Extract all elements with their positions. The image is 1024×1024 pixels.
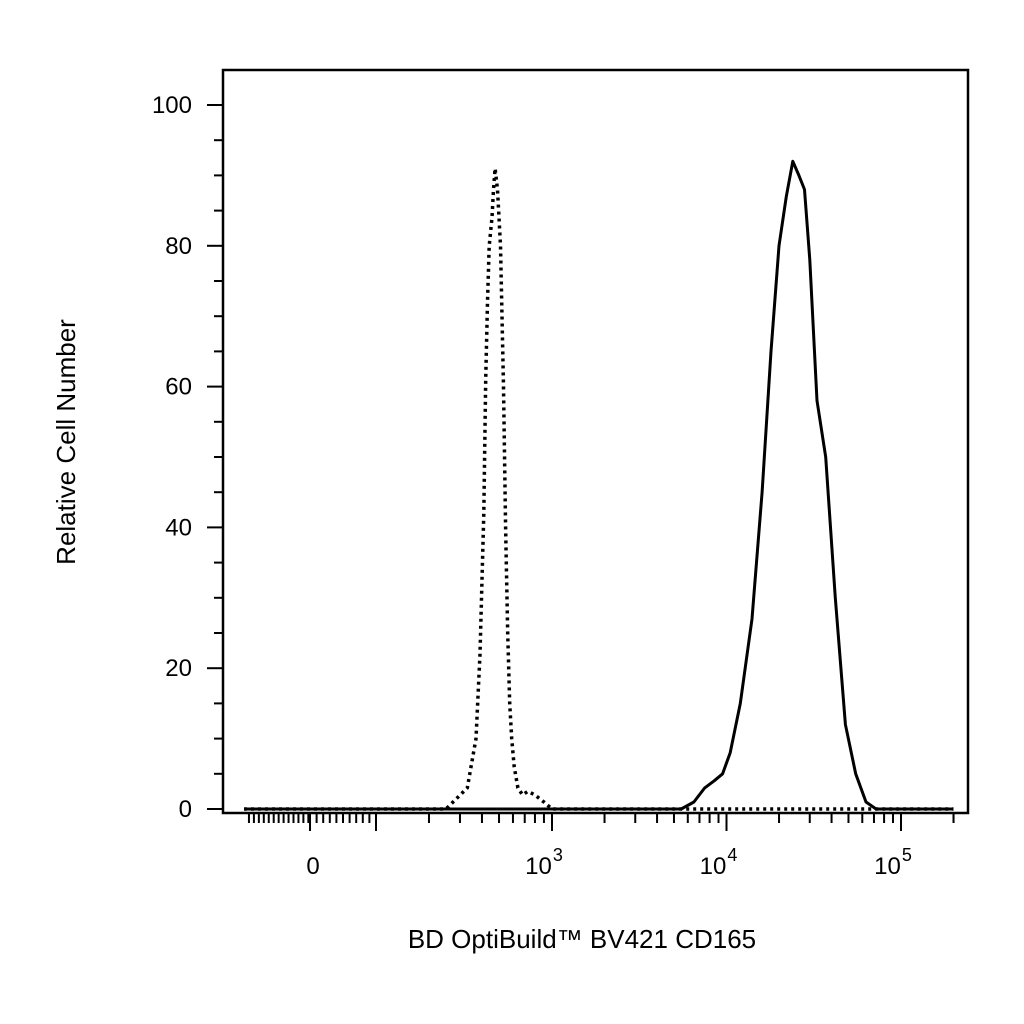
y-tick-label: 100 [152, 92, 192, 119]
x-tick-label: 104 [700, 845, 738, 880]
x-axis: 0 103 104 105 [247, 813, 955, 880]
series-solid-line [244, 159, 954, 811]
y-axis: 0 20 40 60 80 100 [152, 92, 223, 823]
y-tick-label: 40 [165, 514, 192, 541]
x-tick-label: 103 [525, 845, 563, 880]
plot-frame [221, 68, 970, 815]
series-layer [244, 159, 954, 811]
y-tick-label: 80 [165, 233, 192, 260]
x-tick-label: 0 [306, 853, 319, 880]
x-tick-label: 105 [874, 845, 912, 880]
x-axis-title: BD OptiBuild™ BV421 CD165 [408, 924, 756, 954]
y-axis-title: Relative Cell Number [51, 319, 81, 565]
y-tick-label: 20 [165, 655, 192, 682]
series-dotted-line [244, 166, 954, 811]
y-tick-label: 60 [165, 374, 192, 401]
y-tick-label: 0 [179, 796, 192, 823]
